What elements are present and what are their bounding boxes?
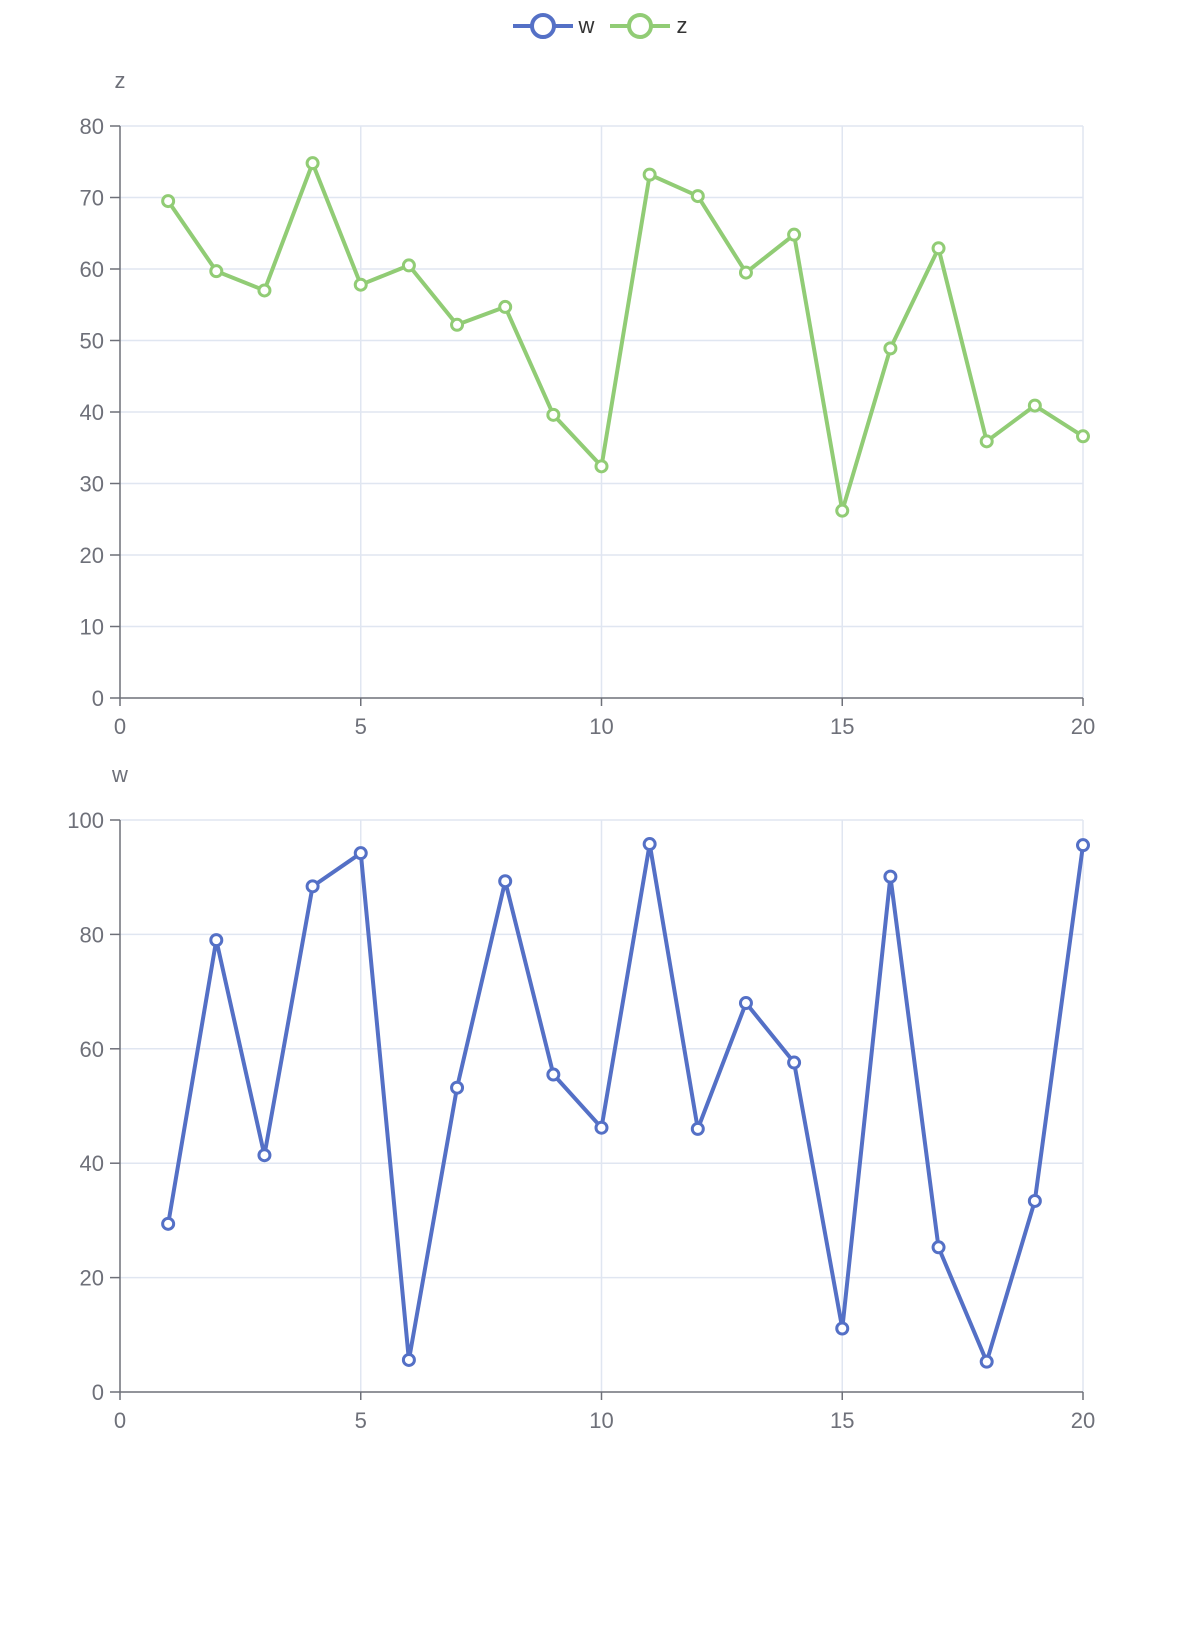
data-point [257,1148,272,1163]
y-axis-name: z [115,68,126,93]
y-tick-label: 30 [80,472,104,497]
data-point [594,1120,609,1135]
data-point [161,194,176,209]
chart-w: 0 20 40 60 80 100 0 5 10 15 20 w [67,762,1095,1433]
data-point [642,167,657,182]
data-point [305,879,320,894]
data-point [594,459,609,474]
data-point [883,869,898,884]
data-point [401,1352,416,1367]
data-point [738,265,753,280]
y-tick-label: 60 [80,257,104,282]
y-tick-label: 40 [80,400,104,425]
data-point [883,341,898,356]
data-point [738,996,753,1011]
data-point [787,227,802,242]
y-tick-label: 0 [92,686,104,711]
x-tick-label: 0 [114,1408,126,1433]
data-point [1076,429,1090,444]
y-tick-label: 0 [92,1380,104,1405]
data-point [257,283,272,298]
data-point [161,1216,176,1231]
data-point [209,933,224,948]
data-point [1027,1193,1042,1208]
y-axis-name: w [111,762,128,787]
data-point [353,846,368,861]
line-circle-icon [512,13,573,39]
y-tick-label: 70 [80,186,104,211]
x-tick-label: 20 [1071,1408,1095,1433]
data-point [401,258,416,273]
data-point [1076,838,1090,853]
data-point [450,317,465,332]
line-circle-icon [610,13,671,39]
y-tick-label: 80 [80,922,104,947]
y-tick-label: 50 [80,329,104,354]
x-tick-label: 5 [355,714,367,739]
series-line-z [166,161,1085,513]
x-tick-label: 5 [355,1408,367,1433]
y-tick-label: 20 [80,1266,104,1291]
data-point [353,277,368,292]
y-tick-label: 40 [80,1151,104,1176]
legend-label-w: w [578,13,595,38]
data-point [835,1321,850,1336]
data-point [979,1354,994,1369]
y-tick-label: 10 [80,615,104,640]
data-point [690,189,705,204]
y-tick-label: 100 [67,808,104,833]
chart-z: 0 10 20 30 40 50 60 70 80 0 5 10 15 20 z [80,68,1096,739]
data-point [546,1067,561,1082]
y-tick-label: 20 [80,543,104,568]
data-point [450,1080,465,1095]
data-point [931,1240,946,1255]
data-point [498,299,513,314]
data-point [931,241,946,256]
legend-label-z: z [676,13,688,38]
series-line-w [166,842,1085,1364]
x-tick-label: 20 [1071,714,1095,739]
data-point [979,434,994,449]
data-point [835,503,850,518]
x-tick-label: 10 [589,714,613,739]
data-point [1027,398,1042,413]
legend-item-z[interactable]: z [610,11,687,41]
data-point [787,1055,802,1070]
data-point [305,156,320,171]
data-point [546,407,561,422]
chart-legend: w z [0,6,1200,46]
y-tick-label: 80 [80,114,104,139]
data-point [642,837,657,852]
data-point [690,1121,705,1136]
x-tick-label: 10 [589,1408,613,1433]
data-point [209,264,224,279]
x-tick-label: 15 [830,714,854,739]
legend-item-w[interactable]: w [512,11,595,41]
x-tick-label: 0 [114,714,126,739]
x-tick-label: 15 [830,1408,854,1433]
y-tick-label: 60 [80,1037,104,1062]
data-point [498,874,513,889]
